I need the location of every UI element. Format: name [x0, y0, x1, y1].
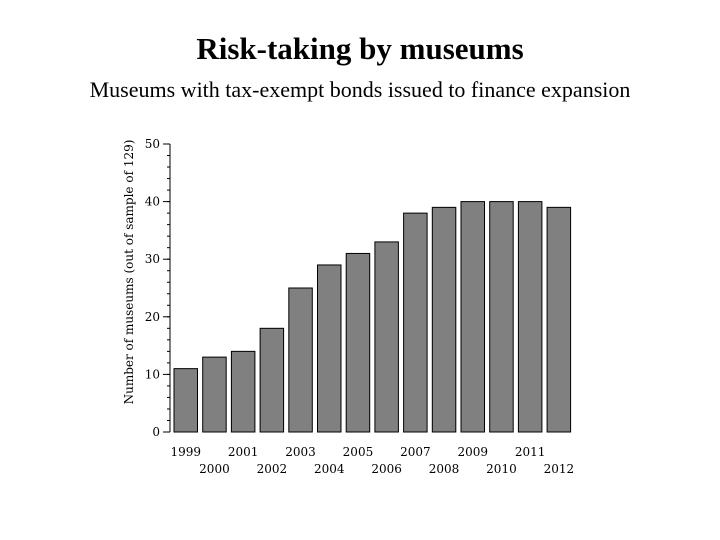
y-tick-label: 40 — [145, 195, 160, 209]
x-tick-labels: 1999 2000 2001 2002 2003 2004 2005 2006 2007 2008… — [170, 445, 574, 476]
y-tick-label: 50 — [145, 137, 160, 151]
x-tick-label: 2001 — [228, 445, 259, 459]
x-tick-label: 1999 — [170, 445, 201, 459]
x-tick-label: 2006 — [371, 462, 402, 476]
x-tick-label: 2004 — [314, 462, 345, 476]
x-tick-label: 2003 — [285, 445, 316, 459]
bar-2000 — [202, 356, 227, 433]
bar-2012 — [546, 206, 572, 433]
y-tick-label: 30 — [145, 252, 160, 266]
chart-title: Risk-taking by museums — [196, 31, 524, 66]
bar-2008 — [431, 206, 457, 433]
y-tick-label: 0 — [152, 425, 160, 439]
x-tick-label: 2011 — [515, 445, 546, 459]
bar-2003 — [288, 287, 313, 433]
axes: 0 10 20 30 40 50 — [145, 137, 171, 439]
chart-subtitle: Museums with tax-exempt bonds issued to … — [89, 77, 631, 102]
x-tick-label: 2008 — [429, 462, 460, 476]
bar-2007 — [403, 212, 428, 433]
x-tick-label: 2002 — [257, 462, 288, 476]
x-tick-label: 2010 — [486, 462, 517, 476]
x-tick-label: 2012 — [544, 462, 575, 476]
bar-2002 — [259, 327, 285, 433]
x-tick-label: 2000 — [199, 462, 230, 476]
bar-1999 — [173, 368, 198, 433]
bar-2006 — [374, 241, 399, 433]
y-axis-label: Number of museums (out of sample of 129) — [122, 140, 136, 405]
x-tick-label: 2009 — [457, 445, 488, 459]
bar-2009 — [460, 201, 485, 433]
y-tick-label: 20 — [145, 310, 160, 324]
y-tick-label: 10 — [145, 367, 160, 381]
x-tick-label: 2007 — [400, 445, 431, 459]
bar-2011 — [517, 201, 543, 433]
bar-2004 — [317, 264, 342, 433]
bar-2001 — [230, 350, 256, 433]
bar-2010 — [489, 201, 514, 433]
x-tick-label: 2005 — [343, 445, 374, 459]
bar-2005 — [345, 252, 371, 433]
bars — [173, 201, 572, 433]
